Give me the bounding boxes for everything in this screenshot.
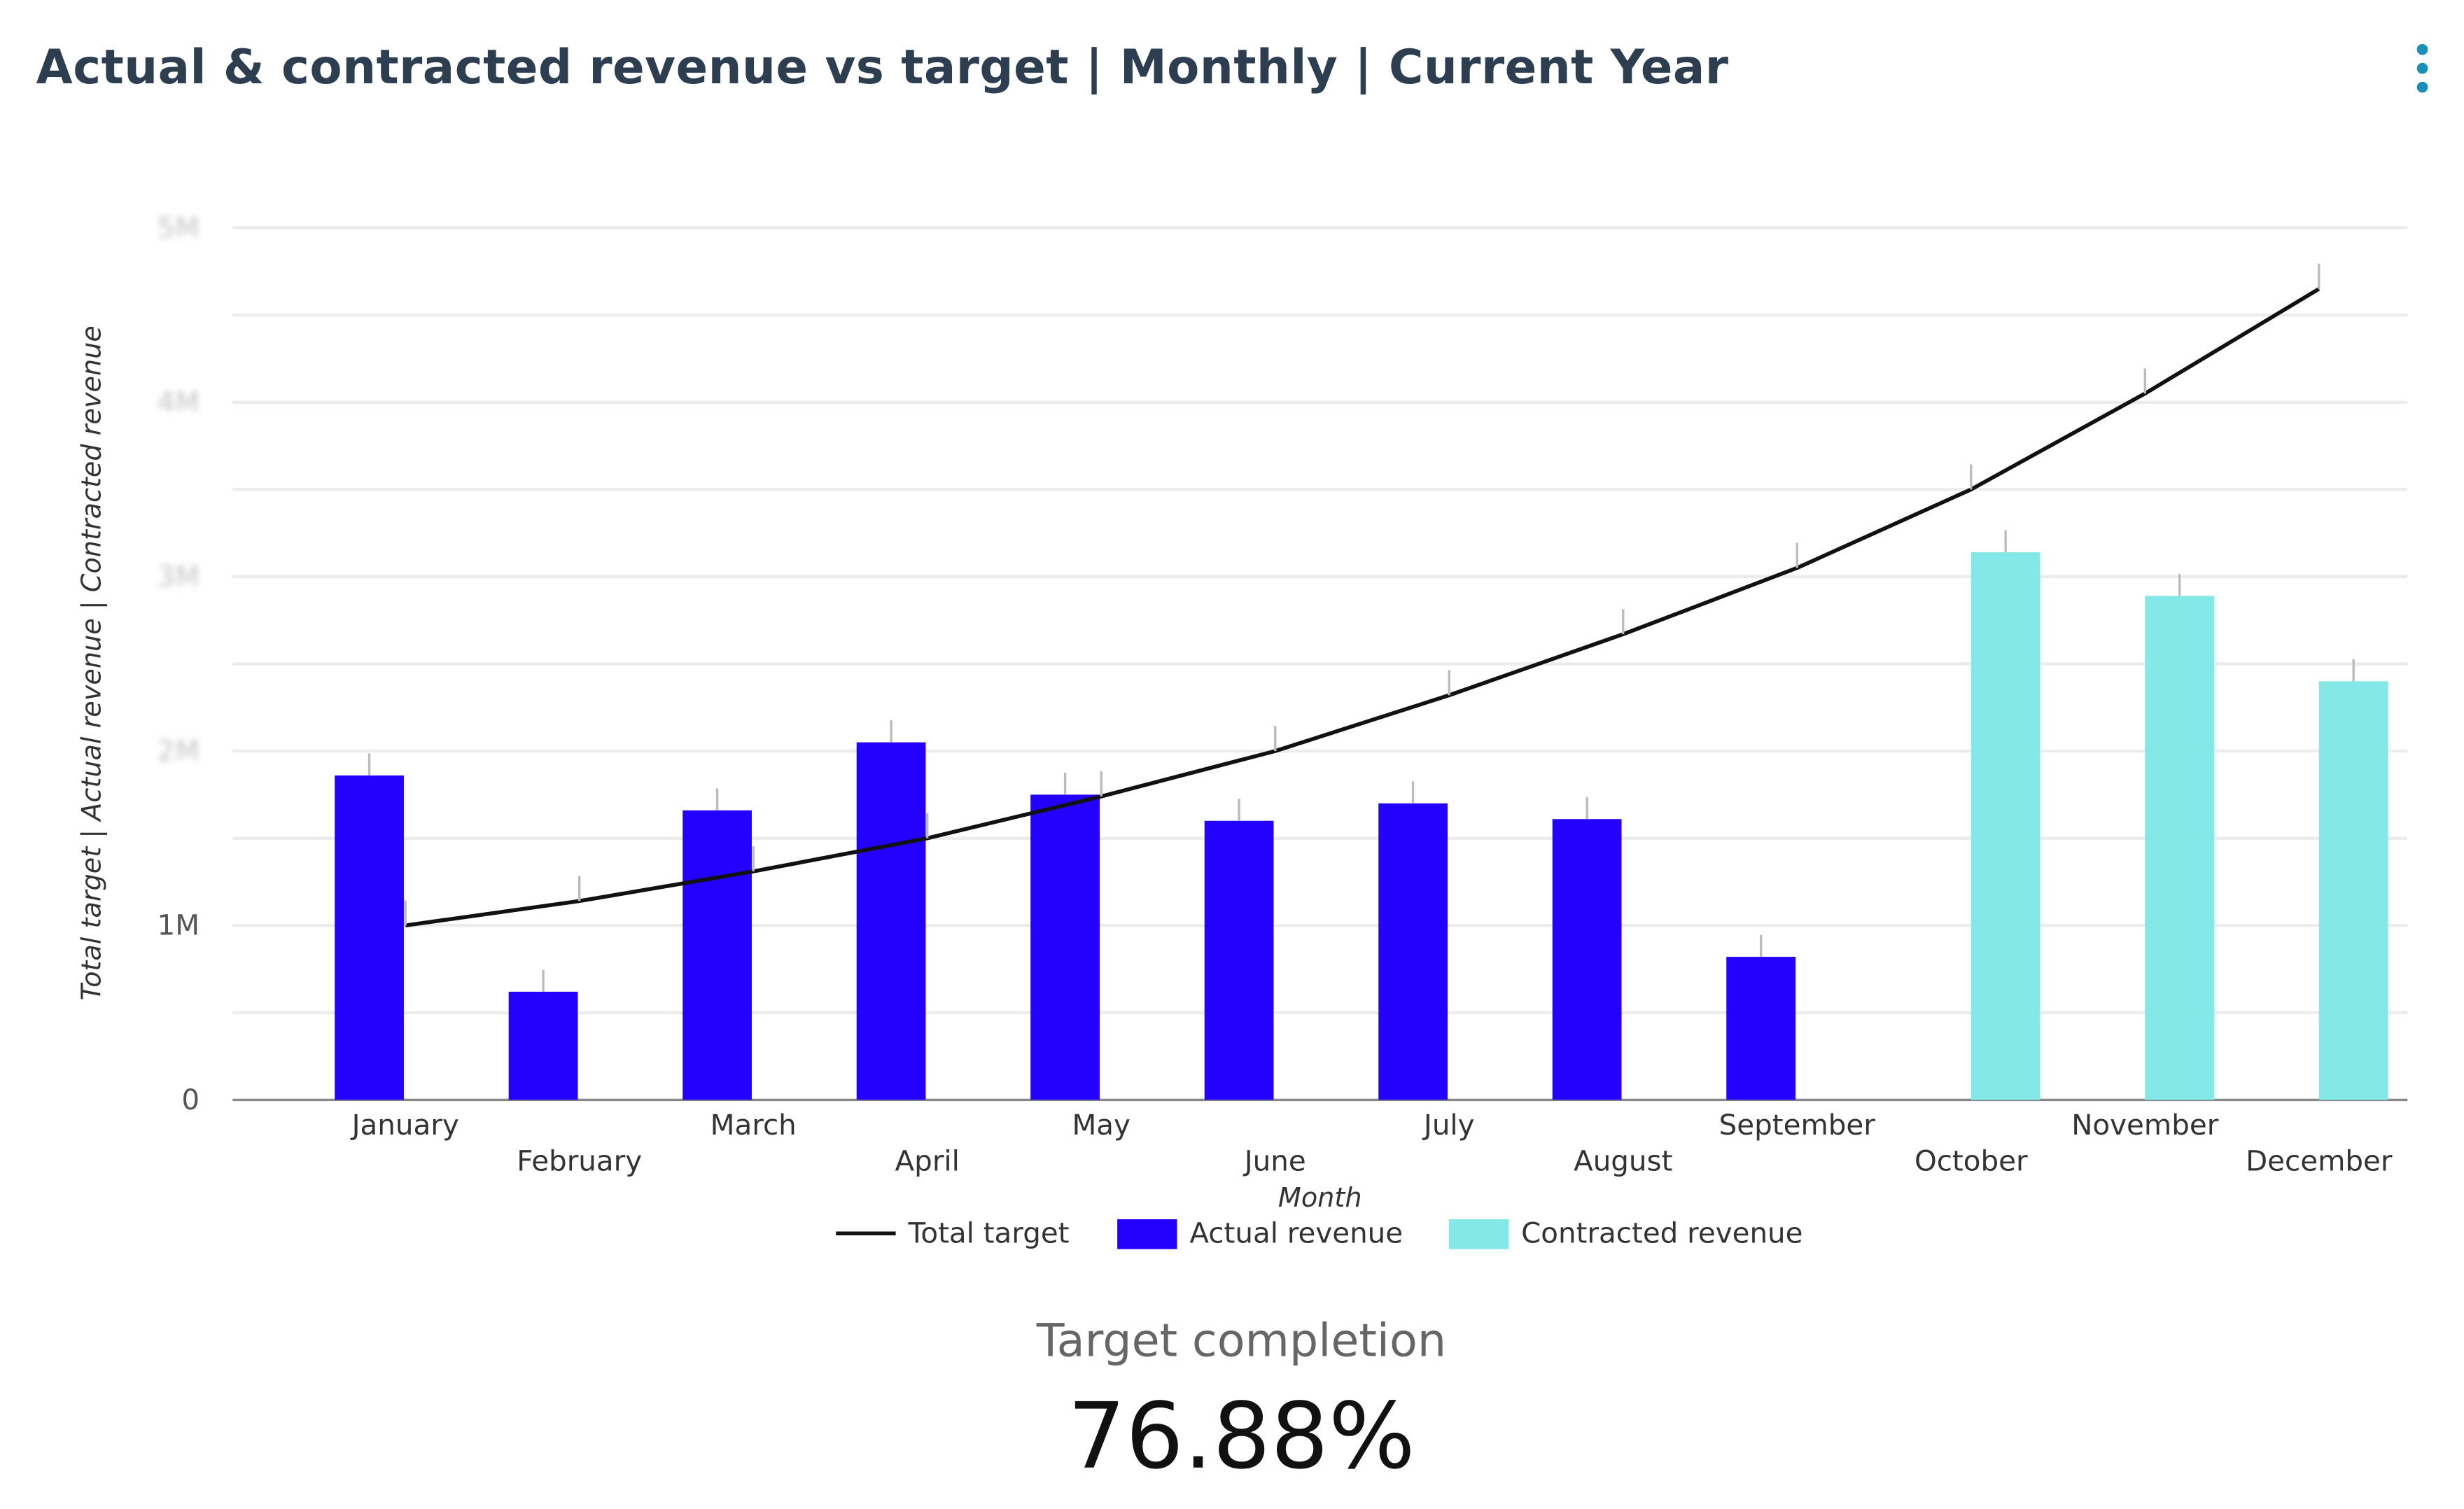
bar-actual-revenue	[1726, 957, 1796, 1100]
x-tick-label: October	[1914, 1144, 2028, 1177]
target-line	[405, 287, 2320, 928]
x-tick-label: April	[895, 1144, 960, 1177]
legend-label-actual-revenue: Actual revenue	[1189, 1216, 1403, 1250]
bar-actual-revenue	[1552, 819, 1622, 1100]
bar-actual-revenue	[508, 991, 578, 1100]
legend-swatch-contracted-revenue	[1448, 1219, 1509, 1249]
kebab-menu-icon[interactable]	[2411, 43, 2432, 101]
y-tick-label: 5M	[158, 211, 200, 244]
legend-swatch-actual-revenue	[1117, 1219, 1177, 1249]
legend-label-total-target: Total target	[908, 1216, 1070, 1250]
bar-actual-revenue	[1204, 820, 1274, 1100]
y-tick-label: 2M	[158, 734, 200, 768]
y-tick-label: 1M	[158, 908, 200, 942]
y-axis-title: Total target | Actual revenue | Contract…	[76, 325, 108, 1000]
bar-contracted-revenue	[2318, 681, 2388, 1100]
bar-contracted-revenue	[1970, 552, 2040, 1100]
x-tick-label: February	[517, 1144, 642, 1177]
kpi-label: Target completion	[1036, 1313, 1447, 1368]
x-tick-label: May	[1072, 1108, 1130, 1142]
x-tick-label: June	[1242, 1144, 1306, 1177]
chart: 0 1M 2M 3M 4M 5M Total target | Actual revenue…	[76, 211, 2408, 1250]
y-tick-label: 4M	[158, 385, 200, 419]
bar-contracted-revenue	[2145, 596, 2215, 1100]
bar-actual-revenue	[1030, 794, 1100, 1100]
bar-actual-revenue	[682, 810, 752, 1100]
x-tick-label: August	[1574, 1144, 1672, 1177]
x-tick-label: December	[2246, 1144, 2393, 1177]
chart-title: Actual & contracted revenue vs target | …	[36, 41, 1729, 96]
x-tick-label: September	[1719, 1108, 1876, 1142]
legend-label-contracted-revenue: Contracted revenue	[1521, 1216, 1802, 1250]
kpi-value: 76.88%	[1068, 1382, 1415, 1490]
bar-actual-revenue	[1378, 803, 1448, 1100]
y-tick-label: 3M	[158, 559, 200, 593]
x-axis-title: Month	[1278, 1182, 1362, 1213]
bar-actual-revenue	[856, 742, 926, 1100]
x-tick-label: July	[1422, 1108, 1475, 1142]
bar-actual-revenue	[335, 775, 404, 1100]
x-tick-label: March	[710, 1108, 797, 1142]
x-tick-label: January	[350, 1108, 459, 1142]
y-tick-label: 0	[181, 1083, 200, 1116]
x-tick-label: November	[2071, 1108, 2219, 1142]
